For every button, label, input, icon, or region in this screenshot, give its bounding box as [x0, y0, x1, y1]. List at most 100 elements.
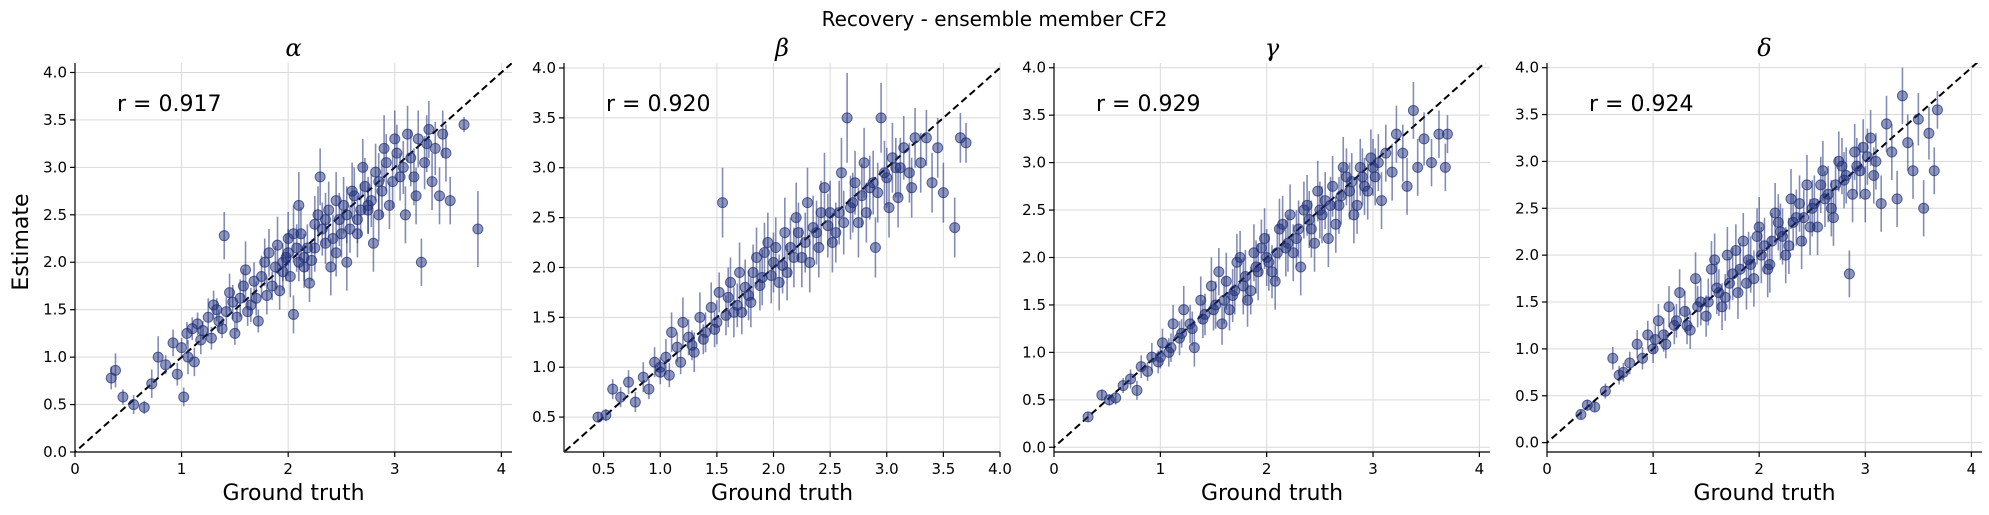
- data-point: [216, 323, 228, 335]
- data-point: [1369, 171, 1381, 183]
- data-point: [1245, 285, 1257, 297]
- data-point: [472, 223, 484, 235]
- data-point: [1700, 310, 1712, 322]
- data-point: [1624, 357, 1636, 369]
- data-point: [323, 204, 335, 216]
- data-point: [883, 202, 895, 214]
- data-point: [1857, 141, 1869, 153]
- data-point: [892, 192, 904, 204]
- data-point: [370, 166, 382, 178]
- data-point: [637, 371, 649, 383]
- data-point: [1870, 155, 1882, 167]
- data-point: [1777, 230, 1789, 242]
- data-point: [1861, 151, 1873, 163]
- data-point: [1785, 193, 1797, 205]
- data-point: [1928, 165, 1940, 177]
- data-point: [1412, 161, 1424, 173]
- data-point: [1380, 147, 1392, 159]
- data-point: [878, 167, 890, 179]
- data-point: [1186, 323, 1198, 335]
- data-point: [734, 266, 746, 278]
- y-tick-label: 0.5: [43, 396, 67, 414]
- data-point: [1886, 146, 1898, 158]
- data-point: [437, 128, 449, 140]
- x-tick-label: 4.0: [988, 460, 1012, 478]
- y-tick-label: 0.0: [1515, 434, 1539, 452]
- data-point: [1723, 277, 1735, 289]
- panel-4: 0 1 2 3 4 0.0 0.5 1.0 1.5 2.0 2.5 3.0 3.5 4.0 δ Ground …: [1515, 34, 1982, 506]
- y-tick-label: 0.0: [1022, 438, 1046, 456]
- data-point: [697, 333, 709, 345]
- data-point: [654, 361, 666, 373]
- x-tick-label: 3.0: [875, 460, 899, 478]
- data-point: [811, 227, 823, 239]
- data-point: [949, 222, 961, 234]
- data-point: [1266, 266, 1278, 278]
- data-point: [1798, 212, 1810, 224]
- data-point: [1912, 113, 1924, 125]
- data-point: [259, 256, 271, 268]
- data-point: [792, 227, 804, 239]
- data-point: [1751, 230, 1763, 242]
- data-point: [306, 254, 318, 266]
- data-point: [743, 289, 755, 301]
- data-point: [629, 396, 641, 408]
- data-marks: [75, 63, 512, 452]
- data-point: [288, 228, 299, 240]
- x-tick-label: 0: [1542, 460, 1552, 478]
- data-point: [1902, 137, 1914, 149]
- data-point: [1705, 263, 1717, 275]
- x-tick-label: 3: [1861, 460, 1871, 478]
- data-point: [1865, 132, 1877, 144]
- data-point: [316, 223, 328, 235]
- data-point: [607, 383, 619, 395]
- data-point: [1197, 313, 1209, 325]
- data-point: [160, 359, 172, 371]
- panel-title: δ: [1757, 34, 1771, 62]
- data-point: [1397, 147, 1409, 159]
- data-point: [1804, 221, 1816, 233]
- y-tick-label: 4.0: [43, 63, 67, 81]
- data-point: [1312, 185, 1324, 197]
- data-point: [1154, 351, 1166, 363]
- data-point: [1319, 195, 1331, 207]
- y-tick-label: 1.5: [532, 308, 556, 326]
- data-point: [202, 311, 214, 323]
- data-point: [705, 301, 717, 313]
- data-point: [378, 142, 390, 154]
- data-point: [288, 308, 299, 320]
- y-tick-label: 0.5: [1022, 391, 1046, 409]
- data-point: [1875, 198, 1887, 210]
- data-point: [419, 157, 431, 169]
- data-point: [1674, 287, 1686, 299]
- data-point: [261, 289, 273, 301]
- data-point: [1223, 304, 1235, 316]
- data-point: [860, 207, 872, 219]
- data-point: [1348, 209, 1360, 221]
- identity-line: [1547, 63, 1979, 444]
- data-point: [1314, 204, 1326, 216]
- panel-3: 0 1 2 3 4 0.0 0.5 1.0 1.5 2.0 2.5 3.0 3.5 4.0 γ Ground …: [1022, 34, 1490, 506]
- x-axis-label: Ground truth: [1693, 481, 1835, 506]
- data-point: [1178, 304, 1190, 316]
- data-point: [720, 309, 732, 321]
- data-point: [717, 197, 729, 209]
- x-tick-label: 1.5: [705, 460, 729, 478]
- y-tick-label: 2.5: [532, 209, 556, 227]
- data-point: [833, 207, 845, 219]
- data-point: [1234, 252, 1246, 263]
- data-point: [1356, 171, 1368, 183]
- data-point: [1142, 365, 1154, 377]
- data-point: [1351, 199, 1363, 211]
- data-point: [856, 190, 868, 202]
- data-point: [1255, 242, 1267, 254]
- data-point: [397, 161, 409, 173]
- data-point: [197, 325, 209, 337]
- data-point: [801, 197, 813, 209]
- data-point: [171, 368, 183, 380]
- data-point: [383, 199, 395, 211]
- data-point: [1305, 223, 1317, 235]
- y-tick-label: 3.5: [532, 109, 556, 127]
- data-point: [1277, 218, 1289, 230]
- data-point: [1851, 160, 1863, 172]
